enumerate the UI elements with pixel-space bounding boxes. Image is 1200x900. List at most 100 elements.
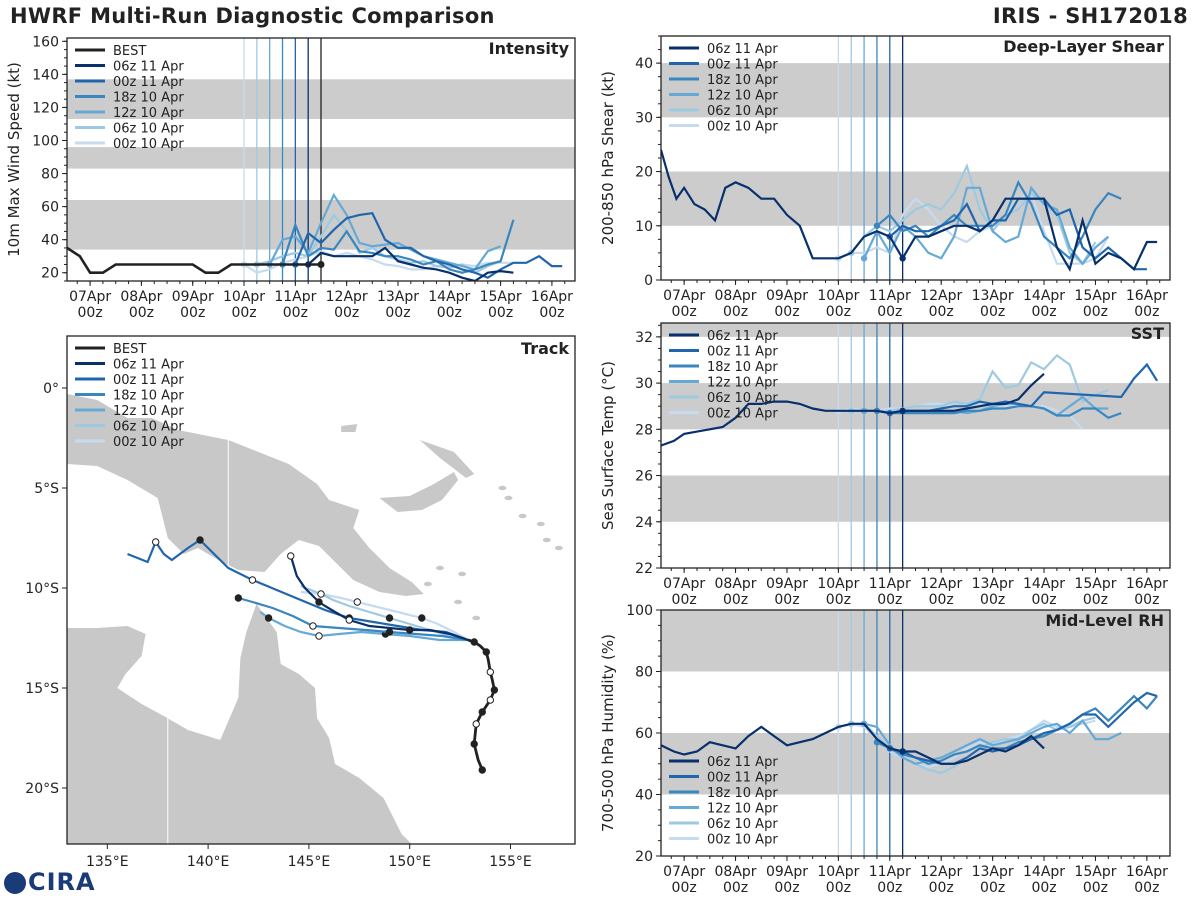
sst-ylabel: Sea Surface Temp (°C) <box>599 361 617 530</box>
intensity-ytick-label: 120 <box>32 100 59 116</box>
storm-title: IRIS - SH172018 <box>992 4 1188 28</box>
intensity-xtick-label: 11Apr <box>274 289 316 305</box>
rh-xtick-label: 00z <box>929 880 954 896</box>
sst-xtick-label: 13Apr <box>972 576 1014 592</box>
intensity-series-18z-10-apr <box>281 219 515 274</box>
land-manus <box>341 424 358 432</box>
track-marker <box>317 590 325 598</box>
sst-xtick-label: 11Apr <box>869 576 911 592</box>
rh-xtick-label: 00z <box>672 880 697 896</box>
track-series-00z-10-apr <box>300 590 469 641</box>
track-marker <box>385 628 394 636</box>
figure-title: HWRF Multi-Run Diagnostic Comparison <box>10 4 495 28</box>
sst-series-18z-10-apr <box>876 405 1122 420</box>
sst-xtick-label: 15Apr <box>1074 576 1116 592</box>
shear-legend-label: 06z 10 Apr <box>707 104 778 119</box>
shear-xtick-label: 14Apr <box>1023 288 1065 304</box>
sst-xtick-label: 00z <box>877 592 902 608</box>
track-best-marker <box>472 720 480 728</box>
shear-xtick-label: 00z <box>1031 304 1056 320</box>
shear-xtick-label: 09Apr <box>766 288 808 304</box>
sst-legend-label: 06z 11 Apr <box>707 329 778 344</box>
sst-xtick-label: 00z <box>929 592 954 608</box>
intensity-legend-label: 00z 10 Apr <box>113 137 184 152</box>
intensity-ytick-label: 80 <box>41 167 59 183</box>
intensity-xtick-label: 00z <box>488 305 513 321</box>
sst-xtick-label: 14Apr <box>1023 576 1065 592</box>
shear-ytick-label: 10 <box>635 219 653 235</box>
intensity-xtick-label: 00z <box>231 305 256 321</box>
rh-panel-title: Mid-Level RH <box>1045 611 1164 630</box>
sst-threshold-band <box>661 323 1170 337</box>
shear-xtick-label: 13Apr <box>972 288 1014 304</box>
land-island <box>423 581 432 587</box>
rh-xtick-label: 00z <box>723 880 748 896</box>
track-ytick-label: 20°S <box>25 781 59 797</box>
rh-ytick-label: 80 <box>635 665 653 681</box>
land-island <box>454 599 463 605</box>
sst-series-06z-11-apr <box>902 372 1045 412</box>
intensity-ytick-label: 140 <box>32 67 59 83</box>
panel-rh: 2040608010007Apr00z08Apr00z09Apr00z10Apr… <box>599 603 1171 896</box>
sst-xtick-label: 00z <box>1083 592 1108 608</box>
intensity-xtick-label: 00z <box>129 305 154 321</box>
shear-xtick-label: 00z <box>980 304 1005 320</box>
intensity-ylabel: 10m Max Wind Speed (kt) <box>5 62 23 257</box>
shear-xtick-label: 15Apr <box>1074 288 1116 304</box>
sst-threshold-band <box>661 475 1170 522</box>
shear-series-00z-10-apr <box>837 191 1110 265</box>
sst-ytick-label: 22 <box>635 561 653 577</box>
rh-xtick-label: 14Apr <box>1023 864 1065 880</box>
track-marker <box>264 614 273 622</box>
rh-ytick-label: 60 <box>635 726 653 742</box>
shear-xtick-label: 00z <box>723 304 748 320</box>
intensity-xtick-label: 00z <box>539 305 564 321</box>
shear-xtick-label: 00z <box>672 304 697 320</box>
track-legend-label: 00z 10 Apr <box>113 435 184 450</box>
shear-ylabel: 200-850 hPa Shear (kt) <box>599 71 617 245</box>
intensity-ytick-label: 60 <box>41 200 59 216</box>
track-marker <box>287 552 295 560</box>
panel-track: 135°E 140°E 145°E 150°E 155°E 0° 5°S 10°S 15°S 20… <box>25 335 576 870</box>
shear-xtick-label: 11Apr <box>869 288 911 304</box>
shear-legend-label: 12z 10 Apr <box>707 89 778 104</box>
track-xtick-label: 145°E <box>288 854 331 870</box>
intensity-xtick-label: 00z <box>180 305 205 321</box>
shear-legend-label: 18z 10 Apr <box>707 73 778 88</box>
shear-panel-title: Deep-Layer Shear <box>1003 37 1164 56</box>
shear-ytick-label: 30 <box>635 110 653 126</box>
land-new-guinea <box>67 394 424 596</box>
rh-legend-label: 18z 10 Apr <box>707 786 778 801</box>
track-xtick-label: 150°E <box>388 854 431 870</box>
track-best-marker <box>478 766 486 774</box>
land-island <box>472 615 481 621</box>
track-legend-label: 18z 10 Apr <box>113 389 184 404</box>
shear-series-06z-11-apr <box>901 197 1158 273</box>
rh-xtick-label: 13Apr <box>972 864 1014 880</box>
sst-xtick-label: 00z <box>672 592 697 608</box>
rh-ytick-label: 100 <box>626 603 653 619</box>
intensity-series-06z-11-apr <box>307 246 514 281</box>
rh-legend-label: 06z 10 Apr <box>707 817 778 832</box>
shear-init-point <box>873 222 881 229</box>
land-bird-head <box>67 402 104 444</box>
land-new-ireland <box>419 440 475 478</box>
track-best-marker <box>470 740 478 748</box>
track-best-marker <box>482 648 491 656</box>
track-legend-label: BEST <box>113 342 146 357</box>
rh-xtick-label: 15Apr <box>1074 864 1116 880</box>
land-island <box>435 565 444 571</box>
shear-legend-label: 00z 11 Apr <box>707 58 778 73</box>
intensity-series-00z-11-apr <box>294 212 563 279</box>
shear-xtick-label: 16Apr <box>1126 288 1168 304</box>
shear-xtick-label: 00z <box>774 304 799 320</box>
track-best-marker <box>490 686 499 694</box>
sst-xtick-label: 00z <box>774 592 799 608</box>
sst-legend-label: 12z 10 Apr <box>707 376 778 391</box>
rh-legend-label: 00z 10 Apr <box>707 833 778 848</box>
track-legend-label: 06z 11 Apr <box>113 358 184 373</box>
track-best-marker <box>486 668 495 676</box>
rh-xtick-label: 00z <box>774 880 799 896</box>
intensity-xtick-label: 10Apr <box>223 289 265 305</box>
